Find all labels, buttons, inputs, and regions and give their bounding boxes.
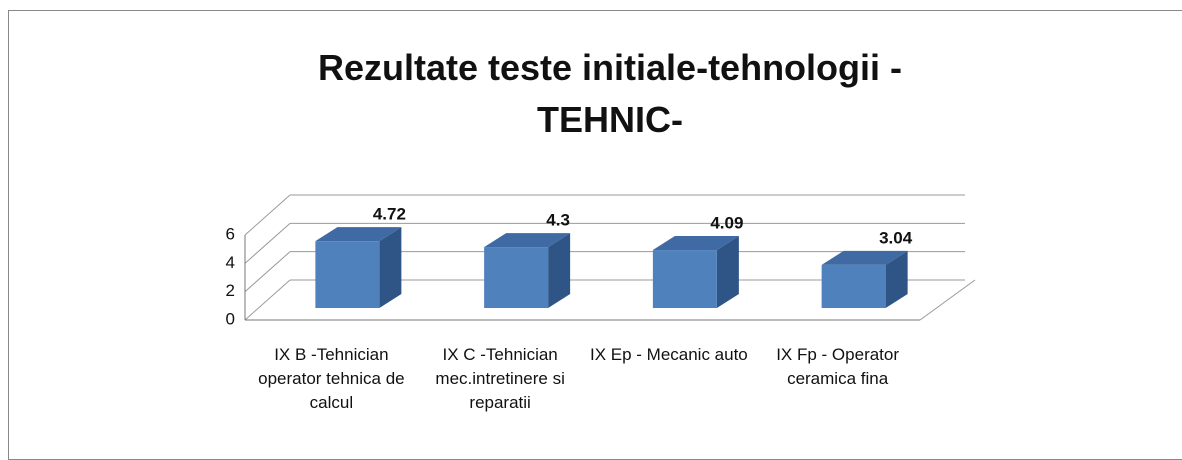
axis-line: [919, 279, 976, 321]
y-tick-label: 2: [226, 281, 235, 300]
bar-top: [821, 250, 908, 265]
chart-title: Rezultate teste initiale-tehnologii -TEH…: [317, 47, 903, 140]
value-label: 4.72: [373, 205, 406, 224]
y-tick-label: 0: [226, 309, 235, 328]
value-label: 4.09: [710, 214, 743, 233]
value-label: 4.3: [546, 211, 570, 230]
grid-line: [244, 222, 291, 264]
bar-side: [379, 227, 402, 308]
y-tick-label: 4: [226, 253, 235, 272]
bar: [821, 264, 886, 308]
bar: [315, 241, 380, 308]
grid-line: [244, 251, 291, 293]
bar-top: [484, 233, 571, 248]
x-tick-label: IX Ep - Mecanic auto: [589, 345, 748, 364]
y-tick-label: 6: [226, 224, 235, 243]
grid-line: [244, 279, 291, 321]
x-tick-label: IX B -Tehnician operator tehnica de calc…: [258, 345, 405, 412]
bar: [484, 247, 549, 308]
value-label: 3.04: [879, 228, 913, 247]
bar-side: [885, 250, 908, 308]
grid-line: [244, 194, 291, 236]
bar: [652, 250, 717, 308]
bar-side: [716, 236, 739, 308]
bar-side: [548, 233, 571, 308]
bar-top: [652, 236, 739, 251]
x-tick-label: IX Fp - Operator ceramica fina: [776, 345, 900, 388]
bar-top: [315, 227, 402, 242]
x-tick-label: IX C -Tehnician mec.intretinere si repar…: [435, 345, 565, 412]
